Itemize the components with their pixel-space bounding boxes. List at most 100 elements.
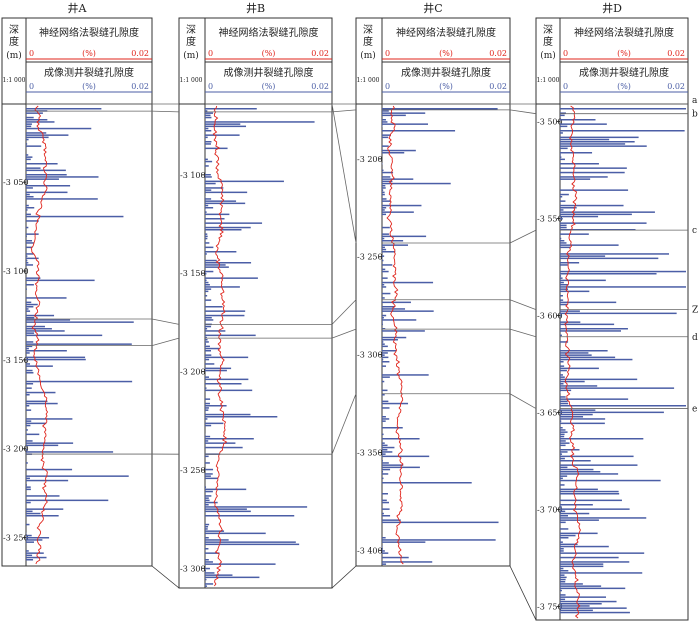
imaging-bar (205, 528, 208, 530)
imaging-bar (382, 477, 384, 480)
imaging-bar (26, 108, 102, 110)
range-max: 0.02 (667, 82, 685, 91)
depth-tick-label: -3 300 (357, 351, 383, 360)
depth-tick-label: -3 700 (537, 505, 563, 514)
imaging-bar (26, 145, 42, 147)
imaging-bar (560, 596, 607, 598)
imaging-bar (382, 286, 387, 288)
imaging-bar (382, 268, 386, 271)
imaging-bar (560, 455, 634, 458)
imaging-bar (560, 460, 591, 462)
imaging-bar (205, 563, 276, 565)
imaging-bar (26, 391, 56, 394)
imaging-bar (382, 248, 387, 251)
imaging-bar (560, 561, 630, 563)
imaging-bar (26, 279, 95, 282)
imaging-bar (26, 343, 132, 345)
depth-tick-label: -3 550 (537, 214, 563, 223)
imaging-bar (560, 603, 602, 605)
depth-label: 度 (186, 35, 196, 48)
imaging-bar (560, 200, 566, 202)
imaging-bar (560, 218, 563, 220)
imaging-bar (205, 475, 211, 477)
imaging-bar (205, 398, 211, 400)
imaging-bar (26, 541, 34, 543)
imaging-bar (382, 321, 383, 323)
imaging-bar (26, 284, 34, 286)
imaging-bar (205, 158, 208, 161)
imaging-bar (26, 163, 58, 165)
imaging-bar (560, 581, 566, 583)
imaging-bar (26, 405, 30, 407)
imaging-bar (26, 358, 86, 361)
imaging-bar (205, 532, 266, 535)
imaging-bar (382, 178, 414, 180)
imaging-bar (560, 594, 566, 596)
imaging-bar (560, 389, 572, 392)
imaging-bar (560, 240, 565, 242)
imaging-bar (560, 119, 596, 121)
series-name: 成像测井裂缝孔隙度 (224, 66, 314, 79)
imaging-bar (26, 332, 35, 334)
imaging-bar (382, 493, 388, 495)
imaging-bar (205, 130, 212, 132)
imaging-bar (382, 449, 388, 451)
imaging-bar (26, 534, 32, 537)
imaging-bar (560, 499, 622, 502)
imaging-bar (382, 561, 433, 563)
imaging-bar (26, 121, 55, 123)
imaging-bar (382, 187, 386, 189)
imaging-bar (205, 116, 212, 119)
imaging-bar (205, 246, 214, 249)
imaging-bar (382, 418, 390, 420)
imaging-bar (26, 400, 48, 403)
imaging-bar (382, 185, 386, 187)
imaging-bar (26, 508, 64, 510)
imaging-bar (560, 519, 599, 521)
imaging-bar (382, 438, 420, 440)
imaging-bar (26, 350, 67, 352)
imaging-bar (560, 438, 644, 440)
imaging-bar (26, 308, 29, 310)
imaging-bar (560, 405, 686, 407)
range-max: 0.02 (489, 82, 507, 91)
imaging-bar (382, 149, 416, 152)
imaging-bar (26, 193, 30, 196)
imaging-bar (382, 204, 422, 207)
depth-tick-label: -3 600 (537, 311, 563, 320)
imaging-bar (382, 343, 385, 345)
imaging-bar (560, 607, 627, 609)
imaging-bar (560, 565, 604, 568)
range-min: 0 (563, 49, 568, 58)
imaging-bar (382, 301, 411, 304)
imaging-bar (560, 204, 624, 207)
imaging-bar (205, 354, 212, 356)
imaging-bar (560, 515, 569, 517)
imaging-bar (205, 136, 208, 139)
imaging-bar (560, 147, 568, 150)
imaging-bar (560, 275, 562, 277)
range-max: 0.02 (131, 49, 149, 58)
imaging-bar (560, 398, 629, 400)
imaging-bar (26, 209, 28, 211)
imaging-bar (382, 508, 390, 510)
imaging-bar (205, 572, 215, 574)
imaging-bar (382, 314, 387, 317)
imaging-bar (560, 506, 562, 508)
imaging-bar (26, 341, 34, 343)
imaging-bar (26, 233, 39, 235)
imaging-bar (205, 552, 220, 554)
depth-tick-label: -3 150 (180, 269, 206, 278)
imaging-bar (205, 160, 213, 163)
imaging-bar (205, 378, 249, 381)
imaging-bar (205, 367, 232, 370)
imaging-bar (382, 123, 429, 125)
series-unit: (%) (617, 82, 631, 91)
imaging-bar (205, 578, 207, 581)
imaging-bar (560, 213, 632, 216)
imaging-bar (382, 556, 409, 559)
imaging-bar (205, 526, 209, 528)
imaging-bar (26, 207, 35, 209)
imaging-bar (26, 539, 43, 541)
well-title: 井C (423, 1, 442, 15)
